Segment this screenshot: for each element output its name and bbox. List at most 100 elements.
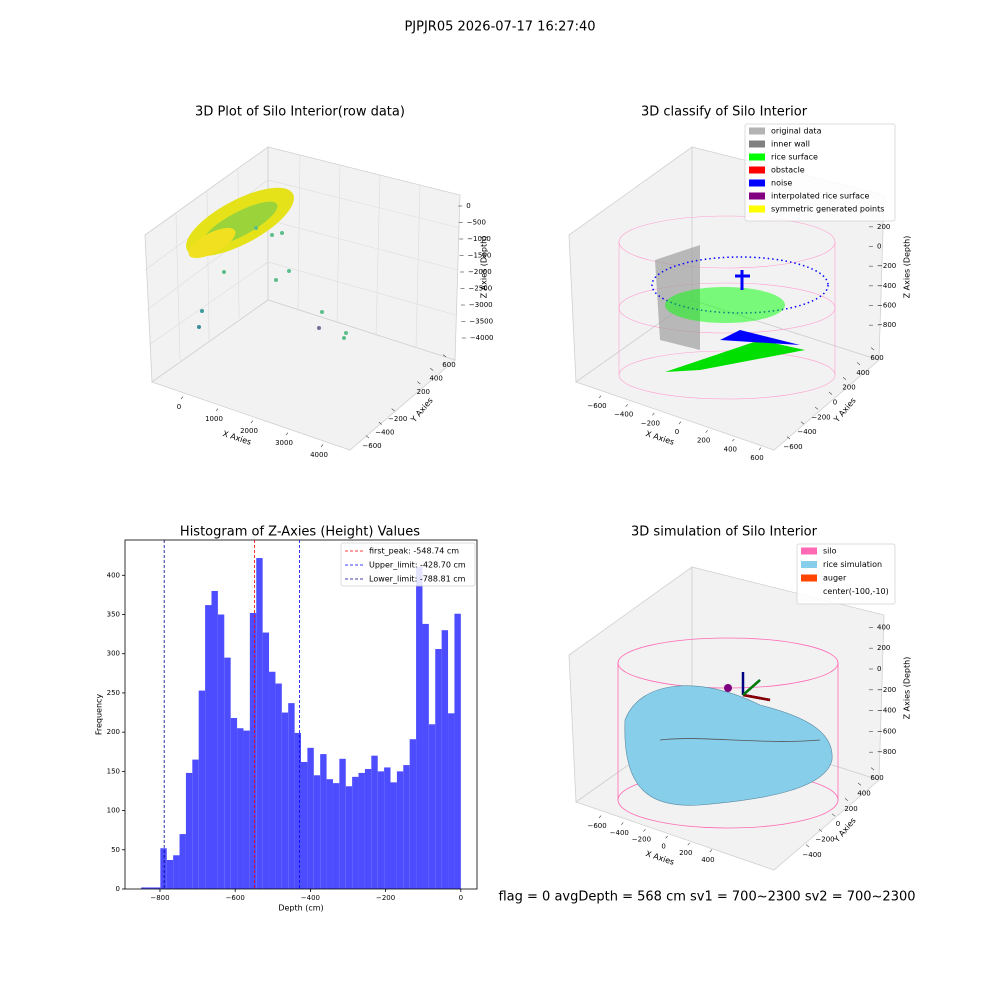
y-tick-label: 200	[107, 728, 120, 736]
legend-swatch	[749, 140, 765, 148]
x-tick	[705, 430, 708, 433]
y-tick-label: 200	[842, 384, 855, 392]
x-tick	[180, 396, 184, 400]
legend-label: Upper_limit: -428.70 cm	[369, 561, 466, 570]
legend-label: obstacle	[771, 166, 805, 175]
y-tick-label: −600	[362, 442, 381, 450]
bar	[435, 649, 442, 889]
y-tick-label: 400	[856, 369, 869, 377]
y-tick-label: −400	[797, 428, 816, 436]
bar	[384, 767, 391, 889]
bar	[301, 761, 308, 889]
bar	[313, 775, 321, 889]
x-tick-label: −800	[150, 894, 169, 902]
legend-swatch	[749, 127, 765, 135]
y-tick-label: 200	[417, 388, 430, 396]
y-tick	[378, 421, 383, 425]
x-axis-label: X Axies	[645, 429, 676, 447]
y-tick-label: 400	[857, 789, 870, 797]
bar	[153, 887, 161, 889]
bar	[205, 605, 212, 889]
z-tick-label: −600	[877, 727, 896, 735]
x-tick-label: −400	[614, 411, 633, 419]
z-tick-label: 200	[877, 223, 890, 231]
x-tick	[285, 432, 289, 436]
footer: flag = 0 avgDepth = 568 cm sv1 = 700~230…	[498, 890, 915, 905]
legend-label: noise	[771, 179, 792, 188]
bar	[441, 630, 449, 889]
x-tick-label: 0	[661, 842, 665, 850]
legend-swatch	[749, 205, 765, 213]
bar	[198, 690, 206, 889]
bar	[173, 855, 180, 889]
bar	[390, 782, 397, 889]
bar	[147, 887, 154, 889]
y-tick	[800, 421, 805, 425]
x-tick	[758, 447, 762, 451]
legend-swatch	[749, 179, 765, 187]
z-tick-label: 200	[877, 644, 890, 652]
z-tick-label: 0	[877, 665, 881, 673]
legend-swatch	[749, 166, 765, 174]
legend-label: rice surface	[771, 153, 818, 162]
legend-box	[340, 542, 476, 587]
y-tick-label: 400	[107, 571, 120, 579]
bar	[294, 732, 301, 889]
z-axis-label: Z Axies (Depth)	[903, 236, 912, 299]
bar	[141, 887, 148, 889]
y-tick-label: 200	[844, 805, 857, 813]
y-tick	[786, 436, 791, 440]
y-tick-label: −200	[815, 836, 834, 844]
chart-title: 3D simulation of Silo Interior	[631, 525, 818, 540]
x-tick	[625, 404, 628, 407]
bar	[211, 590, 218, 889]
z-tick-label: −800	[877, 748, 896, 756]
y-tick-label: 0	[833, 399, 837, 407]
legend-label: symmetric generated points	[771, 205, 884, 214]
x-tick	[215, 408, 219, 412]
x-tick-label: −600	[587, 402, 606, 410]
z-tick-label: −600	[877, 302, 896, 310]
y-axis-label: Frequency	[95, 694, 104, 736]
x-tick-label: 200	[679, 849, 692, 857]
bar	[179, 834, 186, 889]
legend-box	[796, 543, 896, 605]
z-tick-label: −3500	[469, 318, 493, 326]
y-tick-label: 400	[429, 375, 442, 383]
bar	[448, 713, 455, 889]
y-tick	[805, 844, 810, 848]
x-tick	[250, 420, 254, 424]
bar	[275, 683, 282, 889]
legend-swatch	[801, 561, 817, 568]
y-tick	[870, 767, 875, 771]
y-tick-label: 300	[107, 650, 120, 658]
legend-label: interpolated rice surface	[771, 192, 869, 201]
legend-label: inner wall	[771, 140, 810, 149]
y-tick	[429, 367, 434, 371]
z-tick-label: −400	[877, 282, 896, 290]
x-tick-label: −200	[376, 894, 395, 902]
x-tick-label: −200	[641, 419, 660, 427]
x-tick	[709, 849, 713, 853]
legend-swatch	[801, 574, 817, 582]
bar	[377, 771, 385, 889]
bar	[326, 779, 333, 889]
bar	[422, 623, 429, 889]
legend-swatch	[749, 192, 765, 200]
y-tick-label: 600	[870, 354, 883, 362]
bar	[262, 632, 270, 889]
chart-title: Histogram of Z-Axies (Height) Values	[180, 525, 420, 540]
legend-label: rice simulation	[823, 560, 882, 569]
x-tick-label: 4000	[310, 451, 328, 459]
z-tick-label: −1000	[467, 235, 491, 243]
bar	[288, 703, 295, 889]
x-tick-label: 1000	[205, 415, 223, 423]
bar	[230, 718, 238, 889]
z-tick-label: −2500	[468, 285, 492, 293]
y-tick-label: −200	[811, 413, 830, 421]
z-axis-label: Z Axies (Depth)	[903, 657, 912, 720]
z-tick-label: 0	[466, 202, 470, 210]
x-tick-label: 200	[697, 437, 710, 445]
bar	[396, 771, 404, 889]
